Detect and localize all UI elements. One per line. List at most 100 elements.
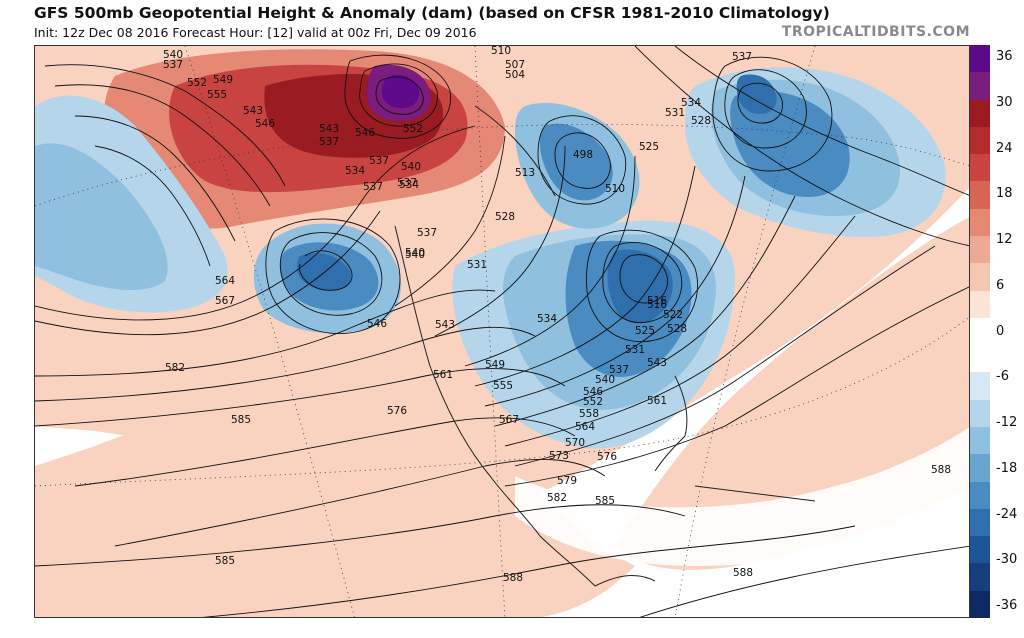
pnw-trough-core xyxy=(297,252,352,291)
contour-label: 537 xyxy=(369,155,389,167)
contour-label: 540 xyxy=(405,249,425,261)
colorbar-tick-label: -36 xyxy=(996,598,1018,613)
contour-labels: 540 537 552 549 555 543 546 543 537 546 … xyxy=(163,46,951,584)
contour-label: 537 xyxy=(732,51,752,63)
contour-label: 537 xyxy=(319,136,339,148)
site-watermark: TROPICALTIDBITS.COM xyxy=(781,24,970,40)
graticule xyxy=(35,46,969,617)
contour-label: 534 xyxy=(399,179,419,191)
contour-label: 546 xyxy=(583,386,603,398)
contour-label: 546 xyxy=(255,118,275,130)
colorbar-segment xyxy=(970,372,990,401)
white-band xyxy=(515,427,969,566)
contour-label: 537 xyxy=(397,177,417,189)
contour-label: 540 xyxy=(163,49,183,61)
contour-label: 585 xyxy=(595,495,615,507)
colorbar-segment xyxy=(970,563,990,592)
contour-label: 588 xyxy=(733,567,753,579)
contour-label: 522 xyxy=(663,309,683,321)
contour-label: 531 xyxy=(665,107,685,119)
colorbar-tick-label: 24 xyxy=(996,140,1013,156)
positive-anomaly-south xyxy=(35,390,635,617)
height-contours xyxy=(35,46,969,617)
contour-label: 528 xyxy=(495,211,515,223)
contour-label: 555 xyxy=(493,380,513,392)
contour-label: 567 xyxy=(499,414,519,426)
contour-label: 567 xyxy=(215,295,235,307)
contour-label: 549 xyxy=(485,359,505,371)
colorbar-segment xyxy=(970,508,990,537)
contour-label: 546 xyxy=(355,127,375,139)
contour-label: 579 xyxy=(557,475,577,487)
contour-label: 510 xyxy=(605,183,625,195)
contour-label: 504 xyxy=(505,69,525,81)
contour-label: 570 xyxy=(565,437,585,449)
contour-label: 537 xyxy=(163,59,183,71)
contour-label: 537 xyxy=(363,181,383,193)
colorbar-segment xyxy=(970,290,990,319)
contour-label: 573 xyxy=(549,450,569,462)
contour-label: 552 xyxy=(583,396,603,408)
contour-label: 549 xyxy=(213,74,233,86)
contour-label: 540 xyxy=(405,247,425,259)
contour-label: 564 xyxy=(215,275,235,287)
contour-label: 525 xyxy=(635,325,655,337)
eastern-trough-core xyxy=(607,249,673,324)
colorbar-tick-label: 6 xyxy=(996,277,1005,293)
contour-label: 555 xyxy=(207,89,227,101)
chart-title: GFS 500mb Geopotential Height & Anomaly … xyxy=(34,4,830,22)
colorbar-segment xyxy=(970,427,990,455)
anomaly-map: 540 537 552 549 555 543 546 543 537 546 … xyxy=(35,46,969,617)
colorbar-segment xyxy=(970,399,990,428)
colorbar-segment xyxy=(970,345,990,373)
contour-label: 537 xyxy=(417,227,437,239)
colorbar-segment xyxy=(970,236,990,264)
contour-label: 528 xyxy=(691,115,711,127)
map-panel: 540 537 552 549 555 543 546 543 537 546 … xyxy=(34,45,970,618)
ridge-anomaly-peak xyxy=(381,74,420,109)
contour-label: 540 xyxy=(401,161,421,173)
contour-label: 564 xyxy=(575,421,595,433)
colorbar-segment xyxy=(970,263,990,292)
contour-label: 528 xyxy=(667,323,687,335)
colorbar-segment xyxy=(970,590,990,619)
colorbar-segment xyxy=(970,45,990,73)
colorbar-tick-label: 36 xyxy=(996,49,1013,64)
colorbar-tick-label: 18 xyxy=(996,186,1013,202)
contour-label: 510 xyxy=(491,46,511,57)
contour-label: 552 xyxy=(403,123,423,135)
contour-label: 498 xyxy=(573,149,593,161)
contour-label: 585 xyxy=(215,555,235,567)
forecast-info: Init: 12z Dec 08 2016 Forecast Hour: [12… xyxy=(34,25,477,40)
contour-label: 576 xyxy=(387,405,407,417)
colorbar-tick-label: -30 xyxy=(996,552,1018,568)
atlantic-trough-core xyxy=(736,74,777,114)
contour-label: 543 xyxy=(319,123,339,135)
contour-label: 588 xyxy=(931,464,951,476)
contour-label: 561 xyxy=(433,369,453,381)
pacific-trough-west-inner xyxy=(35,143,168,291)
colorbar-segment xyxy=(970,454,990,483)
colorbar-segment xyxy=(970,181,990,210)
contour-label: 543 xyxy=(435,319,455,331)
contour-label: 552 xyxy=(187,77,207,89)
contour-label: 585 xyxy=(231,414,251,426)
colorbar-segment xyxy=(970,126,990,155)
colorbar-tick-label: -18 xyxy=(996,460,1018,476)
contour-label: 534 xyxy=(345,165,365,177)
colorbar-segment xyxy=(970,481,990,510)
colorbar-segment xyxy=(970,99,990,128)
contour-label: 507 xyxy=(505,59,525,71)
contour-label: 543 xyxy=(243,105,263,117)
colorbar-segment xyxy=(970,72,990,101)
contour-label: 537 xyxy=(609,364,629,376)
colorbar-segment xyxy=(970,317,990,346)
colorbar-tick-label: 0 xyxy=(996,323,1005,339)
colorbar-tick-label: -12 xyxy=(996,415,1018,430)
contour-label: 534 xyxy=(537,313,557,325)
contour-label: 561 xyxy=(647,395,667,407)
colorbar-segment xyxy=(970,536,990,564)
contour-label: 558 xyxy=(579,408,599,420)
contour-label: 525 xyxy=(639,141,659,153)
contour-label: 516 xyxy=(647,295,667,307)
